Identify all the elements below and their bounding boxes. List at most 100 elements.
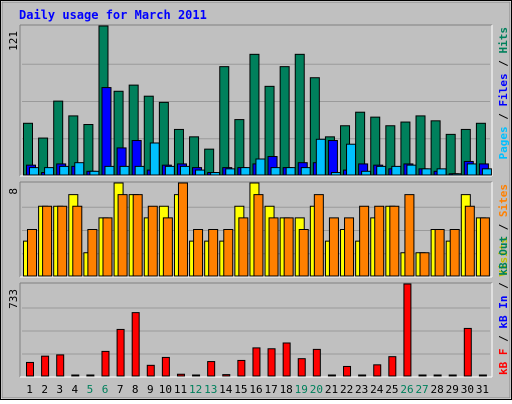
bar-sites <box>268 217 279 277</box>
legend-separator: / <box>497 217 510 237</box>
bar-sites <box>162 217 173 277</box>
bar-sites <box>344 217 355 277</box>
bar-pages <box>330 172 341 176</box>
bar-sites <box>132 194 143 277</box>
day-label: 1 <box>26 383 33 396</box>
bar-pages <box>285 167 296 176</box>
bar-kb-out <box>161 356 170 377</box>
bar-kb-out <box>282 342 291 377</box>
day-label: 20 <box>310 383 323 396</box>
panel-2: 8 Visits / Sites <box>7 181 510 278</box>
legend-panel-3: kB F / kB In / kB Out <box>497 236 510 375</box>
bar-sites <box>404 194 415 277</box>
legend-hits: Hits <box>497 27 510 54</box>
bar-kb-out <box>116 328 125 377</box>
bar-files <box>327 140 338 176</box>
day-label: 24 <box>370 383 384 396</box>
bar-pages <box>225 168 236 176</box>
bar-sites <box>479 217 490 277</box>
bar-pages <box>179 165 190 176</box>
day-label: 14 <box>219 383 233 396</box>
bar-pages <box>376 165 387 176</box>
legend-pages: Pages <box>497 126 510 159</box>
day-label: 22 <box>340 383 353 396</box>
legend-kb-out: kB Out <box>497 236 510 276</box>
bar-pages <box>59 165 70 176</box>
bar-pages <box>406 164 417 176</box>
bar-pages <box>300 167 311 176</box>
bar-kb-out <box>237 359 246 377</box>
bar-pages <box>346 143 357 176</box>
bar-kb-out <box>192 374 201 377</box>
bar-kb-out <box>41 355 50 377</box>
day-label: 4 <box>72 383 79 396</box>
bar-pages <box>44 167 55 176</box>
legend-files: Files <box>497 73 510 106</box>
bar-pages <box>134 165 145 176</box>
bar-files <box>101 87 112 176</box>
day-label: 30 <box>461 383 474 396</box>
bar-hits <box>219 66 230 176</box>
day-label: 2 <box>41 383 48 396</box>
day-label: 16 <box>249 383 262 396</box>
legend-kb-in: kB In <box>497 296 510 329</box>
bar-sites <box>253 194 264 277</box>
day-label: 29 <box>446 383 459 396</box>
bar-kb-out <box>327 374 336 377</box>
day-label: 28 <box>431 383 444 396</box>
bar-sites <box>449 229 460 277</box>
day-label: 21 <box>325 383 338 396</box>
bar-pages <box>255 158 266 176</box>
bar-kb-out <box>222 374 231 377</box>
bar-hits <box>204 148 215 176</box>
bar-kb-out <box>86 374 95 377</box>
legend-separator: / <box>497 54 510 74</box>
bar-kb-out <box>448 374 457 377</box>
bar-pages <box>195 169 206 176</box>
bar-kb-out <box>343 365 352 377</box>
legend-text: Pages / Files / Hits <box>497 27 510 160</box>
bar-pages <box>104 165 115 176</box>
bar-pages <box>89 170 100 176</box>
bar-kb-out <box>56 354 65 377</box>
day-label: 19 <box>295 383 308 396</box>
bar-hits <box>445 133 456 176</box>
bar-sites <box>223 229 234 277</box>
bar-kb-out <box>463 327 472 377</box>
legend-separator: / <box>497 276 510 296</box>
bar-sites <box>434 229 445 277</box>
bar-kb-out <box>358 374 367 377</box>
bar-kb-out <box>71 374 80 377</box>
bar-sites <box>313 194 324 277</box>
day-label: 12 <box>189 383 202 396</box>
bar-hits <box>249 53 260 176</box>
day-label: 26 <box>400 383 413 396</box>
bar-sites <box>42 205 53 277</box>
bar-sites <box>57 205 68 277</box>
bar-pages <box>29 167 39 176</box>
legend-panel-1: Pages / Files / Hits <box>497 27 510 160</box>
y-tick-label: 121 <box>7 31 20 51</box>
day-label: 10 <box>159 383 172 396</box>
legend-visits: Visits <box>497 237 510 277</box>
bar-pages <box>164 165 175 176</box>
bar-pages <box>149 142 160 176</box>
bar-sites <box>464 205 475 277</box>
chart-title: Daily usage for March 2011 <box>19 8 207 22</box>
bar-pages <box>466 163 477 176</box>
bar-kb-out <box>403 283 412 377</box>
bar-pages <box>119 165 130 176</box>
panel-1: 121 Pages / Files / Hits <box>7 24 510 177</box>
day-label: 3 <box>56 383 63 396</box>
bar-kb-out <box>312 348 321 377</box>
day-label: 6 <box>102 383 109 396</box>
bar-sites <box>283 217 294 277</box>
bar-kb-out <box>146 364 155 377</box>
legend-panel-2: Visits / Sites <box>497 184 510 277</box>
bar-pages <box>270 167 281 176</box>
legend-separator: / <box>497 329 510 349</box>
y-tick-label: 733 <box>7 289 20 309</box>
bar-kb-out <box>101 350 110 377</box>
bar-sites <box>389 205 400 277</box>
